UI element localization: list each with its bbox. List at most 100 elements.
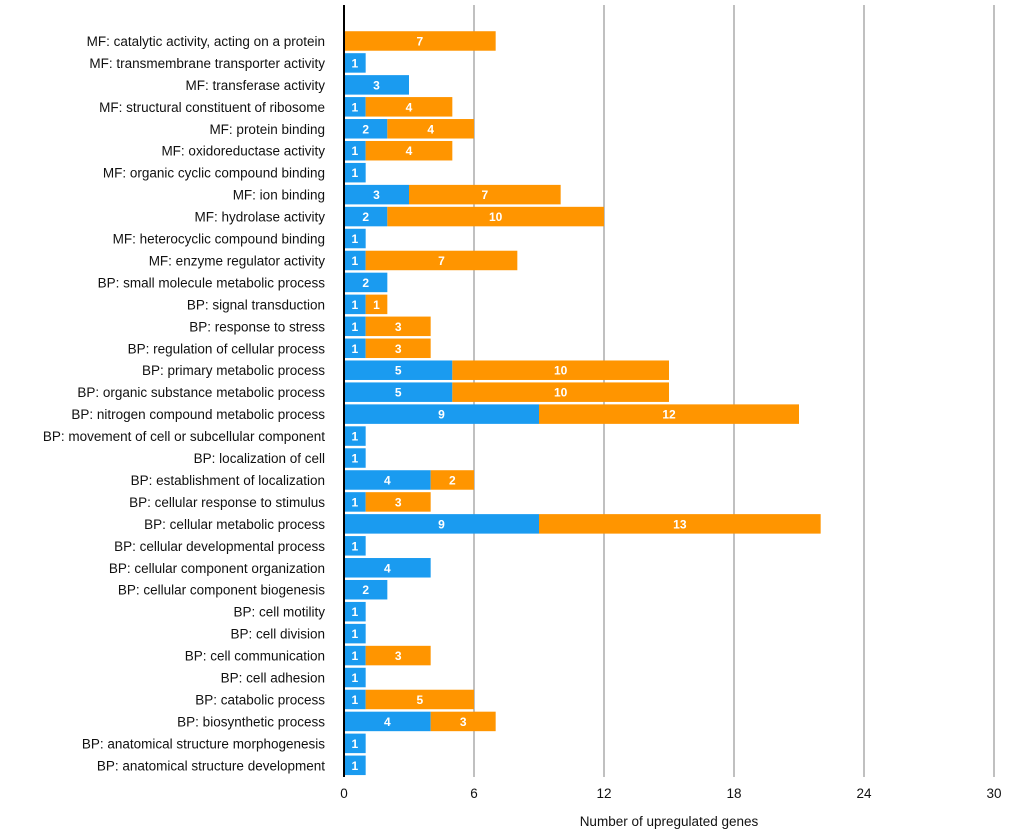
category-label: BP: cellular metabolic process bbox=[144, 517, 325, 532]
bar-orange bbox=[430, 711, 496, 732]
bar-blue bbox=[344, 404, 539, 424]
x-tick-labels: 0 6 12 18 24 30 bbox=[340, 786, 1001, 801]
bar-value-label: 1 bbox=[351, 671, 358, 685]
bar-value-label: 3 bbox=[373, 188, 380, 202]
bar-blue bbox=[344, 206, 388, 227]
bar-blue bbox=[344, 119, 388, 139]
gridlines bbox=[473, 5, 995, 777]
bar-segment-orange: 4 bbox=[365, 97, 453, 117]
bar-orange bbox=[365, 140, 453, 161]
bar-orange bbox=[365, 294, 388, 315]
bar-blue bbox=[344, 601, 366, 622]
bar-value-label: 1 bbox=[351, 56, 358, 70]
bar-value-label: 2 bbox=[362, 276, 369, 290]
bar-blue bbox=[344, 755, 366, 776]
bar-value-label: 3 bbox=[395, 320, 402, 334]
bar-segment-blue: 1 bbox=[344, 228, 366, 249]
category-label: BP: signal transduction bbox=[187, 297, 325, 312]
category-label: MF: organic cyclic compound binding bbox=[103, 166, 325, 181]
bar-segment-orange: 4 bbox=[365, 140, 453, 161]
bar-blue bbox=[344, 272, 388, 293]
bar-value-label: 1 bbox=[351, 539, 358, 553]
bar-segment-blue: 4 bbox=[344, 711, 431, 732]
bar-value-label: 1 bbox=[351, 430, 358, 444]
bar-value-label: 5 bbox=[395, 386, 402, 400]
bar-orange bbox=[344, 31, 496, 51]
bar-segment-blue: 1 bbox=[344, 338, 366, 359]
bar-value-label: 1 bbox=[351, 342, 358, 356]
bar-blue bbox=[344, 294, 366, 315]
bar-blue bbox=[344, 75, 409, 95]
bar-segment-blue: 1 bbox=[344, 250, 366, 271]
bar-orange bbox=[365, 250, 518, 271]
bar-value-label: 9 bbox=[438, 517, 445, 531]
bar-value-label: 13 bbox=[673, 517, 687, 531]
category-label: BP: catabolic process bbox=[195, 692, 325, 707]
bar-value-label: 1 bbox=[351, 759, 358, 773]
bar-blue bbox=[344, 492, 366, 512]
bar-orange bbox=[387, 119, 474, 139]
bar-value-label: 1 bbox=[351, 627, 358, 641]
bar-segment-blue: 1 bbox=[344, 645, 366, 666]
bar-blue bbox=[344, 184, 409, 205]
bar-segment-blue: 9 bbox=[344, 404, 539, 424]
bar-orange bbox=[452, 382, 669, 402]
bar-blue bbox=[344, 228, 366, 249]
bar-segment-blue: 1 bbox=[344, 733, 366, 754]
bar-orange bbox=[452, 360, 669, 380]
bar-blue bbox=[344, 250, 366, 271]
bar-value-label: 1 bbox=[351, 693, 358, 707]
bar-value-label: 10 bbox=[554, 386, 568, 400]
bar-segment-blue: 1 bbox=[344, 140, 366, 161]
bar-segment-blue: 4 bbox=[344, 558, 431, 578]
bar-value-label: 12 bbox=[662, 408, 676, 422]
bar-value-label: 2 bbox=[362, 210, 369, 224]
bar-blue bbox=[344, 623, 366, 644]
bar-blue bbox=[344, 645, 366, 666]
bar-segment-blue: 3 bbox=[344, 184, 409, 205]
category-label: BP: establishment of localization bbox=[131, 473, 325, 488]
bar-value-label: 1 bbox=[351, 320, 358, 334]
bar-segment-orange: 3 bbox=[430, 711, 496, 732]
category-label: BP: localization of cell bbox=[194, 451, 325, 466]
category-label: MF: catalytic activity, acting on a prot… bbox=[87, 34, 325, 49]
bar-value-label: 1 bbox=[351, 298, 358, 312]
bar-orange bbox=[365, 645, 431, 666]
bar-segment-orange: 10 bbox=[387, 206, 604, 227]
x-tick-label: 12 bbox=[596, 786, 611, 801]
bar-value-label: 1 bbox=[351, 254, 358, 268]
bar-value-label: 1 bbox=[351, 495, 358, 509]
bar-value-label: 2 bbox=[449, 473, 456, 487]
bar-value-label: 4 bbox=[406, 144, 413, 158]
bar-segment-blue: 1 bbox=[344, 755, 366, 776]
bar-value-label: 1 bbox=[351, 737, 358, 751]
bar-value-label: 1 bbox=[351, 232, 358, 246]
bar-segment-blue: 1 bbox=[344, 623, 366, 644]
bar-orange bbox=[365, 689, 474, 710]
bar-segment-blue: 1 bbox=[344, 536, 366, 556]
category-label: MF: structural constituent of ribosome bbox=[99, 100, 325, 115]
category-label: MF: oxidoreductase activity bbox=[161, 144, 325, 159]
category-label: MF: protein binding bbox=[209, 122, 325, 137]
bar-value-label: 1 bbox=[373, 298, 380, 312]
category-label: MF: heterocyclic compound binding bbox=[113, 232, 325, 247]
bar-segment-orange: 3 bbox=[365, 492, 431, 512]
bar-segment-blue: 1 bbox=[344, 53, 366, 73]
category-label: MF: transmembrane transporter activity bbox=[89, 56, 325, 71]
bar-segment-blue: 1 bbox=[344, 426, 366, 446]
bar-segment-blue: 4 bbox=[344, 470, 431, 490]
bar-orange bbox=[430, 470, 474, 490]
bar-value-label: 10 bbox=[554, 364, 568, 378]
bar-value-label: 10 bbox=[489, 210, 503, 224]
bar-segment-orange: 10 bbox=[452, 360, 669, 380]
bar-blue bbox=[344, 382, 453, 402]
bar-blue bbox=[344, 711, 431, 732]
category-label: BP: cell division bbox=[230, 627, 325, 642]
bar-segment-blue: 2 bbox=[344, 579, 388, 600]
bar-segment-orange: 10 bbox=[452, 382, 669, 402]
bar-segment-blue: 1 bbox=[344, 294, 366, 315]
bar-segment-blue: 1 bbox=[344, 689, 366, 710]
bar-value-label: 9 bbox=[438, 408, 445, 422]
